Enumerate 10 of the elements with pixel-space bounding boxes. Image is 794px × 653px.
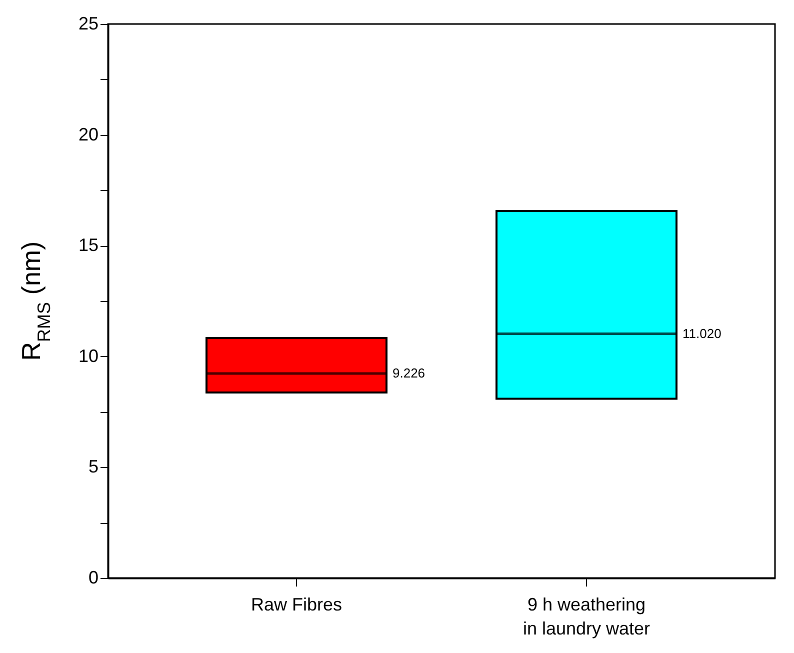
y-tick-label: 5 [88, 456, 98, 477]
y-tick-label: 25 [78, 14, 98, 34]
annotation: 11.020 [682, 326, 722, 341]
x-tick-label: Raw Fibres [250, 594, 342, 614]
x-tick-label: 9 h weathering in laundry water [522, 594, 650, 638]
y-tick-label: 20 [78, 124, 98, 144]
annotation: 9.226 [392, 366, 426, 381]
y-tick-label: 15 [78, 235, 98, 256]
y-tick-label: 0 [88, 568, 98, 588]
y-tick-label: 10 [78, 346, 98, 366]
